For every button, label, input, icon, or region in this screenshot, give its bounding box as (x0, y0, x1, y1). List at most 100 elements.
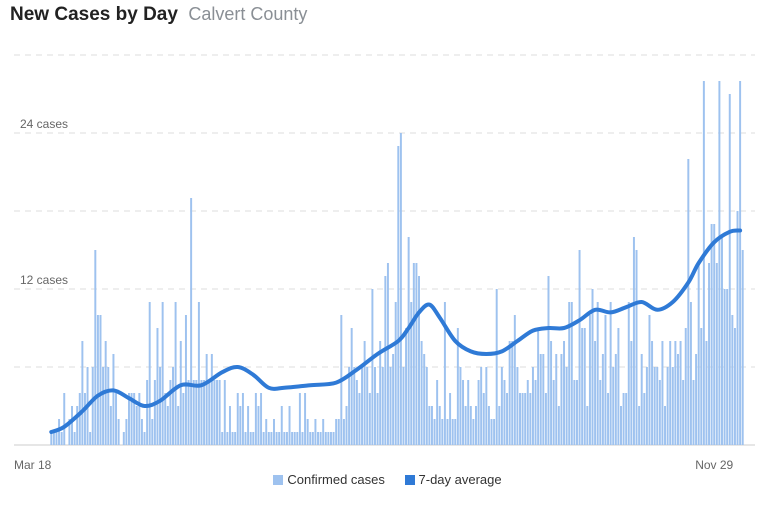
bar[interactable] (115, 393, 118, 445)
bar[interactable] (192, 380, 195, 445)
bar[interactable] (430, 406, 433, 445)
bar[interactable] (469, 406, 472, 445)
bar[interactable] (275, 432, 278, 445)
bar[interactable] (236, 393, 239, 445)
bar[interactable] (112, 354, 115, 445)
bar[interactable] (60, 432, 63, 445)
bar[interactable] (127, 393, 130, 445)
bar[interactable] (568, 302, 571, 445)
bar[interactable] (265, 419, 268, 445)
bar[interactable] (674, 341, 677, 445)
bar[interactable] (257, 406, 260, 445)
bar[interactable] (635, 250, 638, 445)
bar[interactable] (273, 419, 275, 445)
bar[interactable] (81, 341, 84, 445)
bar[interactable] (656, 367, 659, 445)
bar[interactable] (578, 250, 581, 445)
bar[interactable] (726, 289, 729, 445)
bar[interactable] (692, 380, 695, 445)
bar[interactable] (539, 354, 542, 445)
bar[interactable] (638, 406, 641, 445)
bar[interactable] (620, 406, 622, 445)
bar[interactable] (146, 380, 149, 445)
bar[interactable] (671, 367, 674, 445)
bar[interactable] (319, 432, 322, 445)
bar[interactable] (241, 393, 244, 445)
bar[interactable] (498, 406, 501, 445)
bar[interactable] (524, 393, 527, 445)
bar[interactable] (298, 393, 301, 445)
bar[interactable] (200, 380, 203, 445)
bar[interactable] (415, 263, 418, 445)
bar[interactable] (397, 146, 400, 445)
bar[interactable] (516, 367, 519, 445)
bar[interactable] (534, 380, 537, 445)
bar[interactable] (159, 367, 162, 445)
bar[interactable] (166, 406, 169, 445)
bar[interactable] (503, 380, 506, 445)
bar[interactable] (581, 328, 584, 445)
bar[interactable] (218, 380, 221, 445)
bar[interactable] (399, 133, 402, 445)
bar[interactable] (182, 393, 185, 445)
bar[interactable] (244, 432, 247, 445)
bar[interactable] (179, 341, 182, 445)
bar[interactable] (317, 432, 320, 445)
bar[interactable] (586, 406, 589, 445)
bar[interactable] (653, 367, 656, 445)
bar[interactable] (485, 367, 488, 445)
bar[interactable] (63, 393, 66, 445)
bar[interactable] (664, 406, 667, 445)
bar[interactable] (630, 341, 633, 445)
bar[interactable] (55, 432, 58, 445)
bar[interactable] (679, 341, 682, 445)
bar[interactable] (464, 406, 467, 445)
bar[interactable] (374, 367, 376, 445)
bar[interactable] (477, 380, 480, 445)
bar[interactable] (739, 81, 742, 445)
bar[interactable] (322, 419, 325, 445)
bar[interactable] (495, 289, 498, 445)
bar[interactable] (405, 328, 408, 445)
bar[interactable] (156, 328, 159, 445)
bar[interactable] (506, 393, 509, 445)
bar[interactable] (296, 432, 299, 445)
bar[interactable] (412, 263, 415, 445)
bar[interactable] (601, 354, 604, 445)
bar[interactable] (280, 406, 283, 445)
bar[interactable] (252, 432, 255, 445)
bar[interactable] (446, 419, 449, 445)
bar[interactable] (550, 341, 553, 445)
bar[interactable] (221, 432, 224, 445)
bar[interactable] (231, 432, 234, 445)
bar[interactable] (436, 380, 439, 445)
bar[interactable] (117, 419, 120, 445)
bar[interactable] (135, 406, 138, 445)
bar[interactable] (99, 315, 102, 445)
bar[interactable] (140, 419, 143, 445)
bar[interactable] (433, 419, 436, 445)
bar[interactable] (348, 367, 351, 445)
bar[interactable] (736, 211, 739, 445)
bar[interactable] (172, 367, 174, 445)
bar[interactable] (410, 302, 413, 445)
bar[interactable] (459, 367, 462, 445)
bar[interactable] (687, 159, 690, 445)
bar[interactable] (513, 315, 516, 445)
bar[interactable] (570, 302, 573, 445)
bar[interactable] (342, 419, 345, 445)
bar[interactable] (161, 302, 164, 445)
bar[interactable] (625, 393, 628, 445)
bar[interactable] (205, 354, 208, 445)
bar[interactable] (58, 419, 61, 445)
bar[interactable] (420, 341, 423, 445)
bar[interactable] (557, 406, 560, 445)
bar[interactable] (291, 432, 294, 445)
bar[interactable] (500, 367, 503, 445)
bar[interactable] (68, 419, 71, 445)
bar[interactable] (190, 198, 193, 445)
bar[interactable] (666, 367, 669, 445)
bar[interactable] (153, 380, 156, 445)
bar[interactable] (379, 341, 382, 445)
legend-item-confirmed[interactable]: Confirmed cases (273, 472, 385, 487)
